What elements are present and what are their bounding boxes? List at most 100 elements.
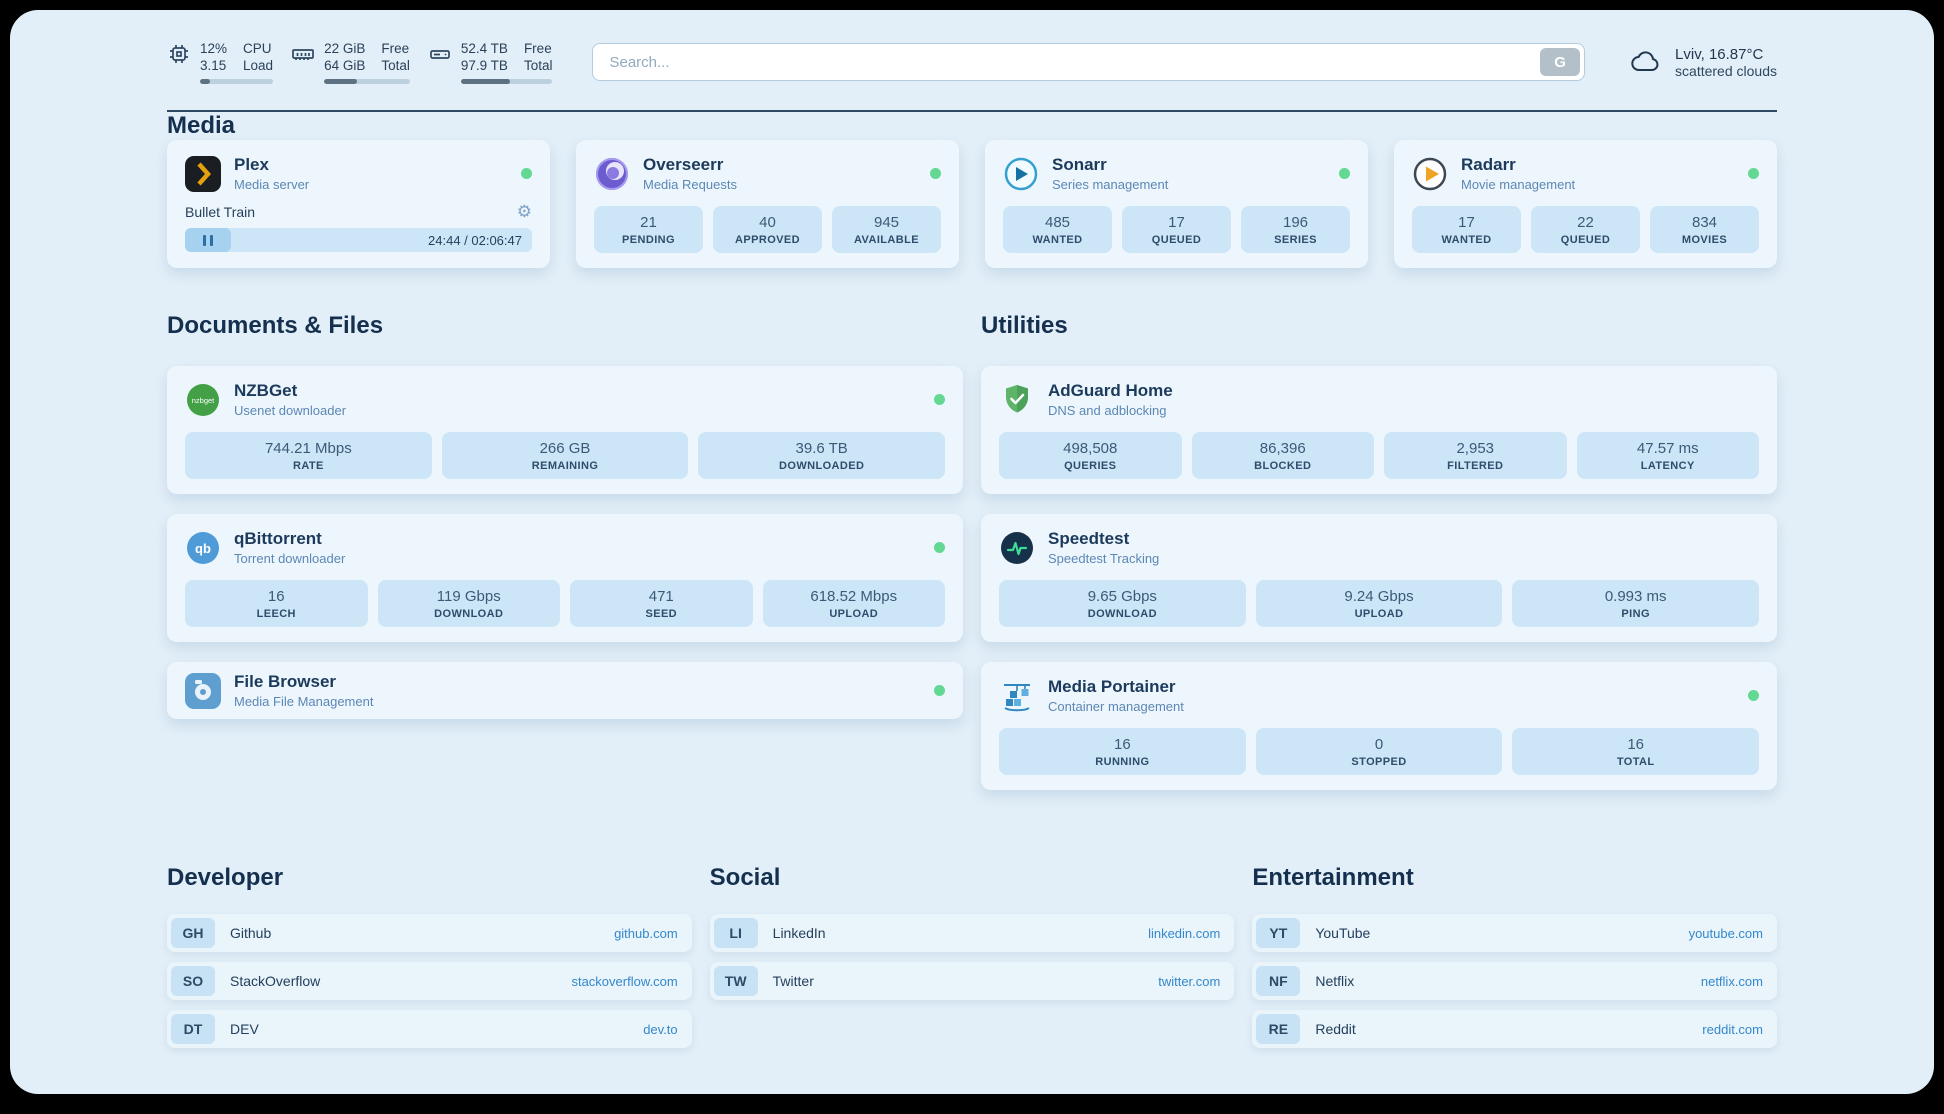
search-input[interactable]: [592, 43, 1586, 81]
bookmark-dev[interactable]: DT DEV dev.to: [167, 1010, 692, 1048]
pause-button[interactable]: [185, 228, 231, 252]
memory-widget: 22 GiB 64 GiB Free Total: [291, 40, 410, 84]
stat-box: 2,953 FILTERED: [1384, 432, 1567, 479]
card-sonarr[interactable]: Sonarr Series management 485 WANTED 17 QUE…: [985, 140, 1368, 268]
top-bar: 12% 3.15 CPU Load 22 GiB: [167, 10, 1777, 84]
svg-text:nzbget: nzbget: [192, 396, 215, 405]
sonarr-icon: [1004, 157, 1038, 190]
card-radarr[interactable]: Radarr Movie management 17 WANTED 22 QUEUE…: [1394, 140, 1777, 268]
search-provider-button[interactable]: G: [1540, 48, 1581, 76]
service-desc: Speedtest Tracking: [1048, 551, 1160, 566]
status-dot: [934, 685, 945, 696]
cpu-chip-icon: [170, 45, 188, 63]
stat-box: 834 MOVIES: [1650, 206, 1759, 253]
bookmark-youtube[interactable]: YT YouTube youtube.com: [1252, 914, 1777, 952]
stat-box: 0 STOPPED: [1255, 728, 1503, 775]
nzbget-icon: nzbget: [187, 383, 219, 416]
bookmark-netflix[interactable]: NF Netflix netflix.com: [1252, 962, 1777, 1000]
stat-box: 21 PENDING: [594, 206, 703, 253]
bookmark-stackoverflow[interactable]: SO StackOverflow stackoverflow.com: [167, 962, 692, 1000]
ram-total: 64 GiB: [324, 58, 366, 73]
bookmarks-area: Developer GH Github github.com SO StackO…: [167, 864, 1777, 1094]
status-dot: [1748, 168, 1759, 179]
stat-box: 16 TOTAL: [1512, 728, 1760, 775]
stat-box: 266 GB REMAINING: [441, 432, 689, 479]
weather-location: Lviv, 16.87°C: [1675, 45, 1764, 63]
overseerr-icon: [596, 157, 628, 190]
card-plex[interactable]: Plex Media server Bullet Train ⚙ 24:44 /…: [167, 140, 550, 268]
disk-progress-bar: [460, 79, 553, 84]
weather-widget: Lviv, 16.87°C scattered clouds: [1629, 44, 1777, 80]
bookmark-name: Reddit: [1315, 1021, 1356, 1037]
bookmark-name: Netflix: [1315, 973, 1355, 989]
cloud-icon: [1631, 51, 1659, 72]
stat-box: 86,396 BLOCKED: [1191, 432, 1374, 479]
header-divider: [167, 110, 1777, 112]
bookmark-url: dev.to: [643, 1021, 678, 1037]
gear-icon[interactable]: ⚙: [516, 202, 532, 221]
service-desc: DNS and adblocking: [1048, 403, 1167, 418]
speedtest-icon: [1001, 531, 1033, 564]
ram-progress-bar: [324, 79, 410, 84]
status-dot: [1748, 690, 1759, 701]
card-speedtest[interactable]: Speedtest Speedtest Tracking 9.65 Gbps DO…: [981, 514, 1777, 642]
status-dot: [1339, 168, 1350, 179]
documents-column: Documents & Files nzbget NZBGet Usenet d…: [167, 312, 963, 790]
stat-box: 16 RUNNING: [999, 728, 1246, 775]
adguard-icon: [1006, 384, 1028, 412]
stat-box: 0.993 ms PING: [1512, 580, 1760, 627]
bookmark-twitter[interactable]: TW Twitter twitter.com: [709, 962, 1235, 1000]
status-dot: [930, 168, 941, 179]
dashboard-page: 12% 3.15 CPU Load 22 GiB: [10, 10, 1934, 1094]
cpu-load: 3.15: [200, 58, 227, 73]
cpu-percent: 12%: [200, 41, 228, 56]
section-title-social: Social: [709, 864, 781, 891]
stat-box: 196 SERIES: [1241, 206, 1350, 253]
stat-box: 485 WANTED: [1003, 206, 1112, 253]
stat-box: 16 LEECH: [185, 580, 368, 627]
utilities-column: Utilities AdGuard Home DNS and adblockin…: [981, 312, 1777, 790]
stat-box: 17 WANTED: [1412, 206, 1521, 253]
card-overseerr[interactable]: Overseerr Media Requests 21 PENDING 40 APP…: [576, 140, 959, 268]
cpu-progress-bar: [200, 79, 274, 84]
card-nzbget[interactable]: nzbget NZBGet Usenet downloader 744.21 M…: [167, 366, 963, 494]
bookmark-linkedin[interactable]: LI LinkedIn linkedin.com: [709, 914, 1235, 952]
bookmark-abbr: NF: [1256, 966, 1301, 996]
stat-box: 40 APPROVED: [713, 206, 822, 253]
section-title-entertainment: Entertainment: [1252, 864, 1414, 891]
card-portainer[interactable]: Media Portainer Container management 16 R…: [981, 662, 1777, 790]
stat-box: 47.57 ms LATENCY: [1576, 432, 1759, 479]
service-desc: Container management: [1048, 699, 1184, 714]
portainer-icon: [1004, 683, 1030, 711]
bookmark-group-developer: Developer GH Github github.com SO StackO…: [167, 864, 692, 1048]
bookmark-url: stackoverflow.com: [571, 973, 678, 989]
playback-track: 24:44 / 02:06:47: [185, 228, 532, 252]
disk-icon: [430, 50, 450, 59]
disk-label: Free: [523, 41, 552, 56]
bookmark-url: twitter.com: [1158, 973, 1221, 989]
weather-condition: scattered clouds: [1675, 62, 1777, 79]
service-name: qBittorrent: [234, 529, 322, 548]
bookmark-github[interactable]: GH Github github.com: [167, 914, 692, 952]
card-qbittorrent[interactable]: qb qBittorrent Torrent downloader 16 LEEC…: [167, 514, 963, 642]
bookmark-abbr: SO: [171, 966, 215, 996]
bookmark-abbr: DT: [171, 1014, 215, 1044]
stat-box: 9.24 Gbps UPLOAD: [1255, 580, 1503, 627]
bookmark-name: Twitter: [772, 973, 814, 989]
bookmark-url: github.com: [614, 925, 678, 941]
bookmark-reddit[interactable]: RE Reddit reddit.com: [1252, 1010, 1777, 1048]
bookmark-url: reddit.com: [1702, 1021, 1763, 1037]
bookmark-name: DEV: [230, 1021, 259, 1037]
stat-box: 22 QUEUED: [1531, 206, 1640, 253]
qbittorrent-icon: qb: [187, 531, 219, 564]
disk-widget: 52.4 TB 97.9 TB Free Total: [428, 40, 553, 84]
card-filebrowser[interactable]: File Browser Media File Management: [167, 662, 963, 719]
bookmark-url: linkedin.com: [1148, 925, 1221, 941]
plex-icon: [185, 155, 221, 192]
stat-box: 39.6 TB DOWNLOADED: [698, 432, 946, 479]
status-dot: [934, 542, 945, 553]
memory-icon: [292, 49, 314, 60]
card-adguard[interactable]: AdGuard Home DNS and adblocking 498,508 Q…: [981, 366, 1777, 494]
service-desc: Series management: [1052, 177, 1169, 192]
bookmark-name: LinkedIn: [772, 925, 826, 941]
